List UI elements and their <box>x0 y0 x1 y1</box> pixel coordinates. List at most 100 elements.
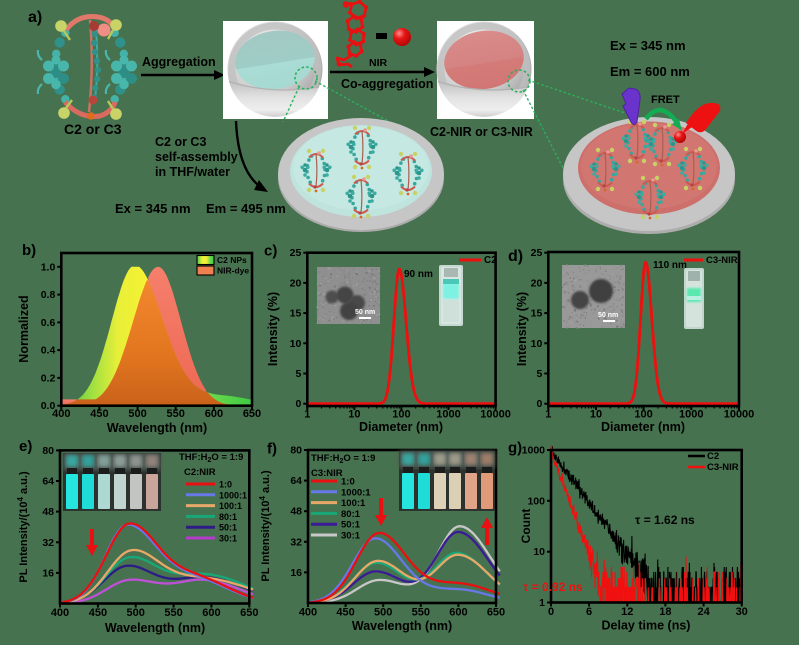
svg-text:10000: 10000 <box>724 409 755 421</box>
svg-text:110 nm: 110 nm <box>653 260 687 271</box>
svg-text:100: 100 <box>634 409 652 421</box>
svg-text:18: 18 <box>659 606 671 618</box>
svg-text:0: 0 <box>548 606 554 618</box>
svg-text:400: 400 <box>51 607 69 619</box>
svg-text:c): c) <box>264 243 277 260</box>
svg-text:1.0: 1.0 <box>41 261 56 273</box>
svg-text:C3-NIR: C3-NIR <box>707 462 739 473</box>
svg-text:80:1: 80:1 <box>341 509 361 520</box>
svg-text:Wavelength (nm): Wavelength (nm) <box>105 621 205 635</box>
svg-text:30:1: 30:1 <box>341 531 361 542</box>
svg-text:400: 400 <box>299 607 317 619</box>
svg-text:1000:1: 1000:1 <box>219 490 247 500</box>
svg-text:Normalized: Normalized <box>17 295 31 362</box>
svg-text:48: 48 <box>42 506 54 518</box>
svg-text:0.2: 0.2 <box>41 372 56 384</box>
svg-text:C2 or C3: C2 or C3 <box>64 121 122 137</box>
svg-text:400: 400 <box>52 408 70 420</box>
svg-text:50 nm: 50 nm <box>355 309 375 316</box>
svg-text:FRET: FRET <box>651 94 680 106</box>
svg-text:10: 10 <box>531 338 543 350</box>
svg-text:Wavelength (nm): Wavelength (nm) <box>107 421 207 435</box>
svg-text:1000: 1000 <box>436 409 460 421</box>
svg-text:τ = 1.62 ns: τ = 1.62 ns <box>635 513 695 527</box>
svg-text:Intensity (%): Intensity (%) <box>266 292 280 366</box>
svg-text:64: 64 <box>290 475 302 487</box>
svg-text:f): f) <box>267 441 277 458</box>
svg-text:450: 450 <box>336 607 354 619</box>
svg-text:PL Intensity/(104 a.u.): PL Intensity/(104 a.u.) <box>258 470 272 582</box>
svg-text:6: 6 <box>586 606 592 618</box>
svg-text:50 nm: 50 nm <box>598 312 618 319</box>
svg-text:500: 500 <box>127 607 145 619</box>
svg-text:16: 16 <box>42 567 54 579</box>
svg-text:15: 15 <box>290 308 302 320</box>
svg-text:32: 32 <box>290 536 302 548</box>
svg-text:10000: 10000 <box>480 409 511 421</box>
svg-text:1: 1 <box>304 409 310 421</box>
svg-text:50:1: 50:1 <box>219 523 237 533</box>
svg-text:Count: Count <box>519 509 533 544</box>
svg-text:600: 600 <box>449 607 467 619</box>
svg-text:0.0: 0.0 <box>41 400 56 412</box>
svg-text:Ex = 345 nm: Ex = 345 nm <box>610 38 686 53</box>
svg-text:0: 0 <box>295 398 301 410</box>
svg-text:550: 550 <box>412 607 430 619</box>
svg-text:C3:NIR: C3:NIR <box>311 468 343 479</box>
svg-text:16: 16 <box>290 567 302 579</box>
svg-text:10: 10 <box>590 409 602 421</box>
svg-text:25: 25 <box>290 247 302 259</box>
svg-text:C3-NIR: C3-NIR <box>706 255 738 266</box>
svg-text:C2: C2 <box>707 451 719 462</box>
svg-text:650: 650 <box>243 408 261 420</box>
svg-text:500: 500 <box>374 607 392 619</box>
svg-text:0.8: 0.8 <box>41 289 56 301</box>
svg-text:Em = 495 nm: Em = 495 nm <box>206 201 286 216</box>
svg-text:32: 32 <box>42 537 54 549</box>
svg-text:0: 0 <box>536 398 542 410</box>
svg-text:450: 450 <box>90 408 108 420</box>
svg-text:12: 12 <box>621 606 633 618</box>
svg-text:C2 or C3: C2 or C3 <box>155 135 206 149</box>
svg-text:100:1: 100:1 <box>219 501 242 511</box>
svg-text:Diameter (nm): Diameter (nm) <box>601 420 685 434</box>
svg-text:90 nm: 90 nm <box>404 269 433 280</box>
svg-text:NIR-dye: NIR-dye <box>217 266 249 276</box>
svg-text:C2-NIR or C3-NIR: C2-NIR or C3-NIR <box>430 125 533 139</box>
svg-text:5: 5 <box>295 368 301 380</box>
svg-text:C2 NPs: C2 NPs <box>217 255 247 265</box>
svg-text:25: 25 <box>531 247 543 259</box>
svg-text:10: 10 <box>290 338 302 350</box>
svg-text:30:1: 30:1 <box>219 534 237 544</box>
svg-text:550: 550 <box>164 607 182 619</box>
svg-text:Delay time (ns): Delay time (ns) <box>602 619 691 633</box>
svg-text:Intensity (%): Intensity (%) <box>515 292 529 366</box>
svg-text:g): g) <box>508 440 522 457</box>
svg-text:30: 30 <box>736 606 748 618</box>
svg-text:600: 600 <box>202 607 220 619</box>
svg-text:1000: 1000 <box>679 409 703 421</box>
svg-text:1:0: 1:0 <box>219 480 232 490</box>
svg-text:Aggregation: Aggregation <box>142 55 216 69</box>
svg-text:1: 1 <box>545 409 551 421</box>
svg-text:20: 20 <box>531 277 543 289</box>
svg-text:b): b) <box>22 242 36 259</box>
svg-text:5: 5 <box>536 368 542 380</box>
svg-text:C2: C2 <box>484 255 497 266</box>
svg-text:550: 550 <box>167 408 185 420</box>
svg-text:1000: 1000 <box>522 445 546 457</box>
svg-text:24: 24 <box>697 606 710 618</box>
svg-text:500: 500 <box>128 408 146 420</box>
svg-text:Ex = 345 nm: Ex = 345 nm <box>115 201 191 216</box>
svg-text:0.4: 0.4 <box>41 345 56 357</box>
svg-text:450: 450 <box>89 607 107 619</box>
svg-text:Co-aggregation: Co-aggregation <box>341 77 433 91</box>
svg-text:1000:1: 1000:1 <box>341 487 371 498</box>
svg-text:PL Intensity/(104 a.u.): PL Intensity/(104 a.u.) <box>16 471 30 583</box>
svg-text:Wavelength (nm): Wavelength (nm) <box>352 619 452 633</box>
svg-text:600: 600 <box>205 408 223 420</box>
svg-text:THF:H2O = 1:9: THF:H2O = 1:9 <box>311 453 375 465</box>
svg-text:1: 1 <box>539 597 545 609</box>
svg-text:64: 64 <box>42 476 54 488</box>
svg-text:10: 10 <box>348 409 360 421</box>
